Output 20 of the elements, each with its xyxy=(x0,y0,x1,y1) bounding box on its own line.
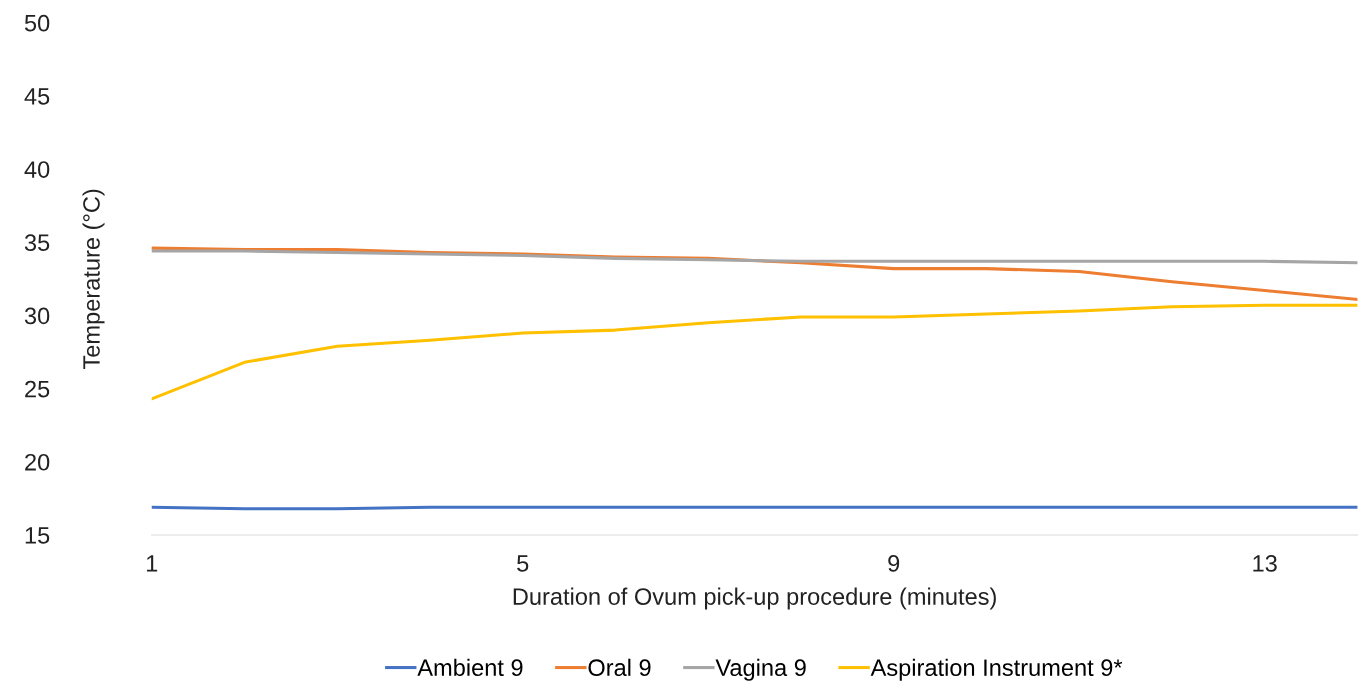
y-tick-label: 40 xyxy=(24,161,50,178)
y-tick-label: 20 xyxy=(25,453,50,471)
x-axis-title: Duration of Ovum pick-up procedure (minutes) xyxy=(513,587,996,610)
line-series xyxy=(151,249,1358,265)
line-series xyxy=(151,303,1358,401)
x-tick-label: 9 xyxy=(888,555,900,572)
y-tick-label: 50 xyxy=(24,14,50,32)
y-tick-label: 15 xyxy=(25,527,50,544)
legend-label: Oral 9 xyxy=(588,658,651,677)
legend-label: Ambient 9 xyxy=(417,658,523,677)
legend-label: Vagina 9 xyxy=(715,658,806,681)
y-tick-label: 45 xyxy=(24,88,50,105)
y-tick-label: 35 xyxy=(24,234,50,252)
x-tick-label: 5 xyxy=(517,555,529,572)
y-tick-label: 25 xyxy=(25,380,50,398)
x-tick-label: 13 xyxy=(1253,555,1277,572)
legend-label: Aspiration Instrument 9* xyxy=(870,658,1123,681)
y-tick-label: 30 xyxy=(24,307,50,325)
y-axis-title: Temperature (°C) xyxy=(82,189,105,369)
x-tick-label: 1 xyxy=(146,555,158,572)
